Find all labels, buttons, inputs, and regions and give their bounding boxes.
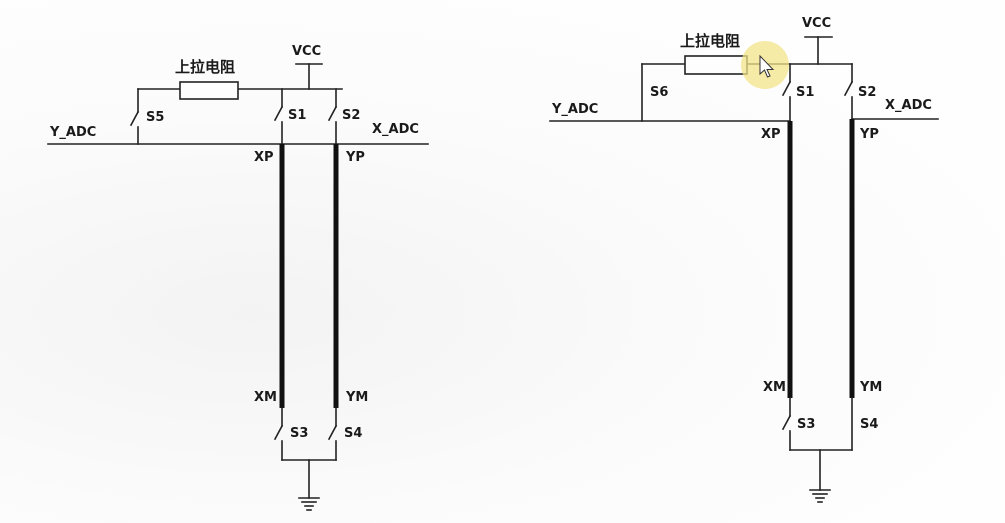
left-x-adc-label: X_ADC <box>372 122 419 137</box>
left-s3-blade <box>273 424 284 441</box>
left-y-adc-label: Y_ADC <box>49 125 96 140</box>
right-s3-blade <box>781 414 792 431</box>
left-pullup-resistor <box>179 81 239 100</box>
left-s5-label: S5 <box>146 110 164 125</box>
right-s3-label: S3 <box>797 417 815 432</box>
left-s2-label: S2 <box>342 108 360 123</box>
left-xm-label: XM <box>254 390 277 405</box>
right-x-adc-label: X_ADC <box>885 98 932 113</box>
right-ground-icon <box>809 489 831 503</box>
left-s1-blade <box>273 105 284 122</box>
left-xp-label: XP <box>254 150 274 165</box>
left-ym-label: YM <box>345 390 368 405</box>
cursor-arrow-icon <box>759 54 775 78</box>
right-s1-blade <box>781 80 792 97</box>
right-resistor-label: 上拉电阻 <box>680 32 740 50</box>
left-s3-label: S3 <box>290 426 308 441</box>
right-s2-label: S2 <box>858 85 876 100</box>
left-vcc-label: VCC <box>292 44 321 59</box>
right-yp-label: YP <box>859 127 879 142</box>
left-resistor-label: 上拉电阻 <box>175 58 235 76</box>
left-yp-label: YP <box>345 150 365 165</box>
left-circuit: VCC 上拉电阻 S5 Y_ADC X_ADC S1 S2 XP YP XM Y… <box>47 44 429 511</box>
right-s1-label: S1 <box>796 85 814 100</box>
left-ground-icon <box>298 497 320 511</box>
right-y-adc-label: Y_ADC <box>551 102 598 117</box>
right-xm-label: XM <box>763 380 786 395</box>
right-pullup-resistor <box>684 55 748 75</box>
right-s4-label: S4 <box>860 417 878 432</box>
left-s2-blade <box>327 105 338 122</box>
right-ym-label: YM <box>859 380 882 395</box>
right-xp-label: XP <box>761 127 781 142</box>
right-vcc-label: VCC <box>802 16 831 31</box>
right-circuit: VCC 上拉电阻 S6 Y_ADC X_ADC S1 S2 XP YP XM Y… <box>549 16 939 503</box>
left-s1-label: S1 <box>288 108 306 123</box>
left-s4-blade <box>327 424 338 441</box>
left-s4-label: S4 <box>344 426 362 441</box>
right-s2-blade <box>843 80 854 97</box>
left-s5-blade <box>129 110 140 127</box>
right-s6-label: S6 <box>650 85 668 100</box>
